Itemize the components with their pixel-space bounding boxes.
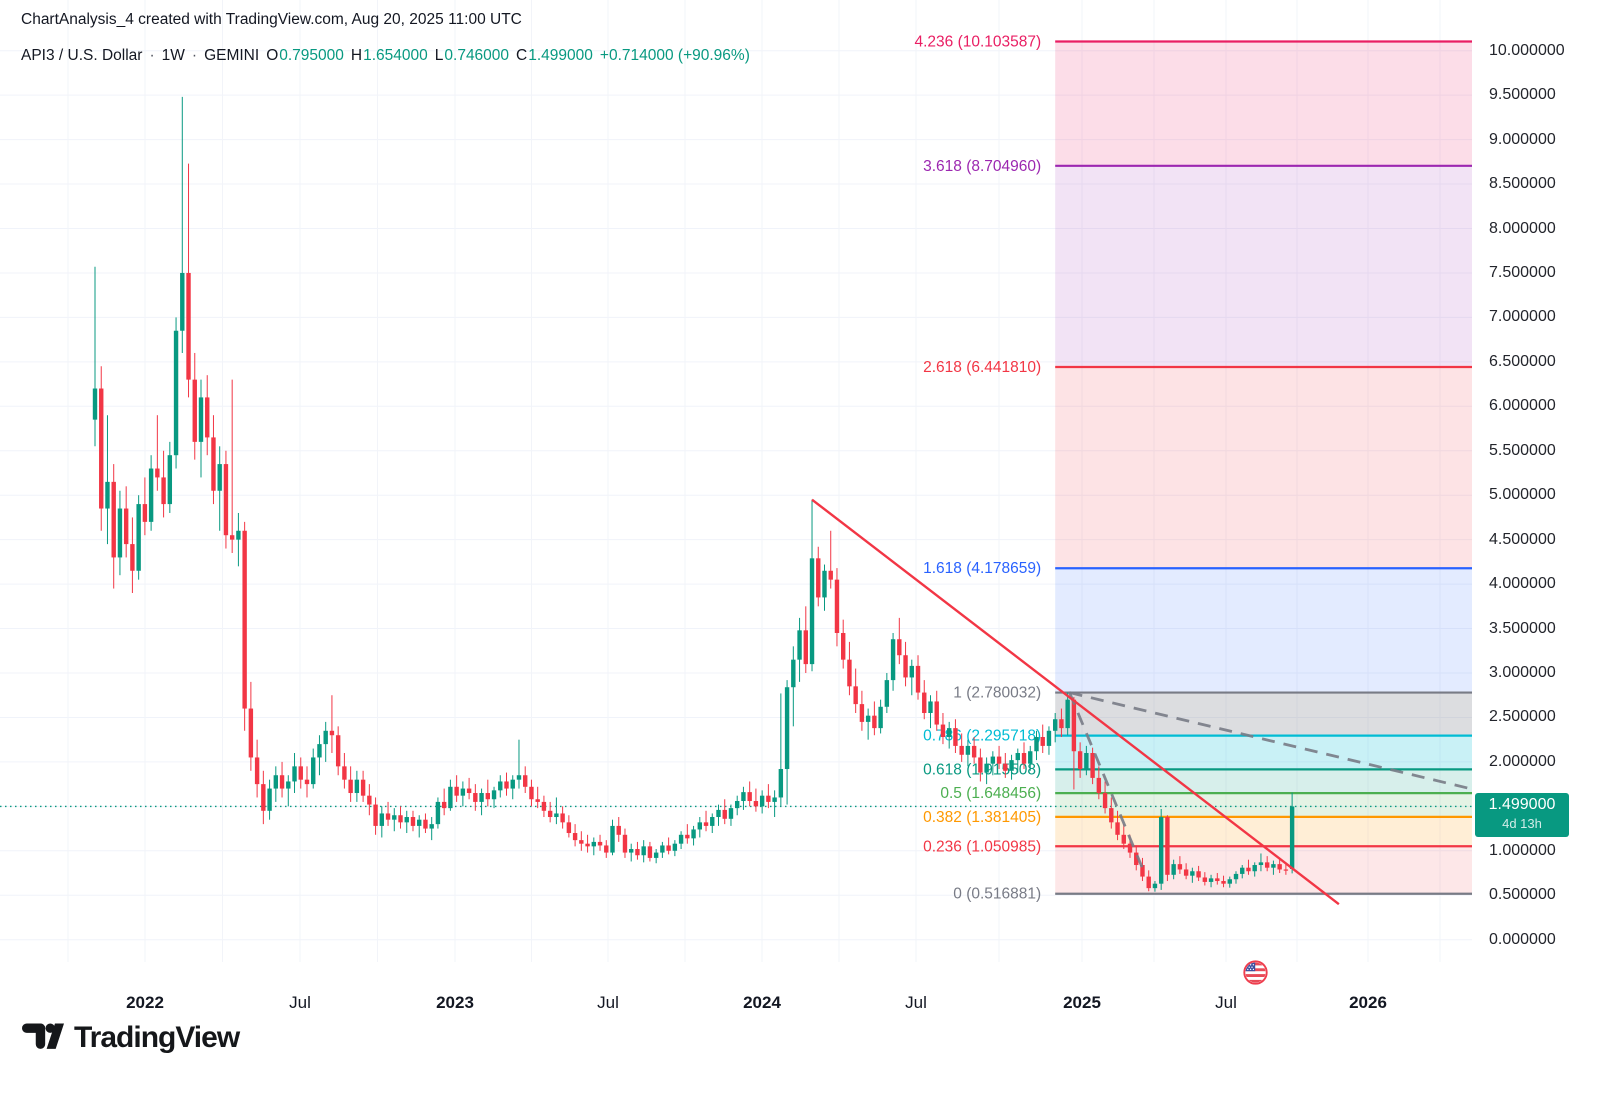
price-axis-label: 4.000000 (1489, 575, 1556, 593)
price-axis-label: 0.500000 (1489, 886, 1556, 904)
price-axis-label: 0.000000 (1489, 930, 1556, 948)
time-axis-label: 2023 (436, 993, 474, 1012)
price-axis-label: 6.500000 (1489, 352, 1556, 370)
price-axis-label: 10.000000 (1489, 41, 1565, 59)
price-axis-label: 3.000000 (1489, 664, 1556, 681)
separator-dot: · (191, 47, 198, 64)
fib-level-label: 1 (2.780032) (953, 685, 1041, 702)
interval-label[interactable]: 1W (161, 47, 185, 64)
fib-level-label: 1.618 (4.178659) (923, 560, 1041, 577)
symbol-bar: API3 / U.S. Dollar · 1W · GEMINI O 0.7950… (21, 47, 750, 65)
low-readout: L 0.746000 (434, 47, 510, 64)
change-readout: +0.714000 (+90.96%) (599, 47, 750, 64)
chart-canvas[interactable]: 4.236 (10.103587) 3.618 (8.704960) 2.618 (… (0, 0, 1472, 962)
separator-dot: · (149, 47, 155, 64)
us-flag-holiday-icon[interactable] (1243, 960, 1268, 985)
last-price-value: 1.499000 (1488, 796, 1556, 814)
fib-level-label: 0.786 (2.295718) (923, 728, 1041, 745)
price-axis-label: 3.500000 (1489, 619, 1556, 637)
time-axis-label: Jul (905, 993, 927, 1012)
price-axis-label: 5.000000 (1489, 486, 1556, 504)
downtrend-line (811, 498, 1340, 906)
tradingview-logo[interactable]: TradingView (22, 1019, 240, 1057)
fib-level-label: 0.5 (1.648456) (940, 785, 1041, 802)
price-axis-label: 7.500000 (1489, 263, 1556, 281)
fib-level-labels: 4.236 (10.103587) 3.618 (8.704960) 2.618 (… (915, 33, 1042, 902)
dashed-trend-line[interactable] (1068, 692, 1146, 872)
high-readout: H 1.654000 (350, 47, 428, 64)
time-axis-label: 2022 (126, 993, 164, 1012)
fib-bands (1055, 41, 1472, 894)
fib-level-label: 2.618 (6.441810) (923, 359, 1041, 376)
fib-level-lines (1055, 40, 1472, 895)
dashed-projection-lines (1068, 691, 1472, 872)
time-axis-label: 2024 (743, 993, 781, 1012)
fib-level-label: 0.382 (1.381405) (923, 809, 1041, 826)
price-axis-label: 4.500000 (1489, 530, 1556, 548)
time-axis-label: 2026 (1349, 993, 1387, 1012)
bar-countdown: 4d 13h (1502, 816, 1542, 832)
time-axis-label: Jul (289, 993, 311, 1012)
time-axis-label: Jul (1215, 993, 1237, 1012)
time-axis-label: 2025 (1063, 993, 1101, 1012)
exchange-label: GEMINI (204, 47, 260, 64)
price-axis-label: 2.000000 (1489, 752, 1556, 770)
price-axis-label: 8.000000 (1489, 219, 1556, 237)
candles (92, 96, 1295, 892)
dashed-trend-line[interactable] (1069, 691, 1472, 791)
trend-line[interactable] (811, 498, 1340, 906)
time-axis-label: Jul (597, 993, 619, 1012)
price-axis-label: 8.500000 (1489, 175, 1556, 193)
symbol-name[interactable]: API3 / U.S. Dollar (21, 47, 143, 64)
fib-level-label: 0.236 (1.050985) (923, 838, 1041, 855)
price-axis-label: 2.500000 (1489, 708, 1556, 726)
price-axis-label: 7.000000 (1489, 308, 1556, 326)
chart-note: ChartAnalysis_4 created with TradingView… (21, 11, 522, 28)
fib-level-label: 0 (0.516881) (953, 886, 1041, 903)
price-axis-label: 6.000000 (1489, 397, 1556, 415)
price-axis-label: 5.500000 (1489, 441, 1556, 459)
price-axis-label: 9.500000 (1489, 86, 1556, 104)
fib-level-label: 3.618 (8.704960) (923, 158, 1041, 175)
price-axis-label: 1.000000 (1489, 841, 1556, 859)
close-readout: C 1.499000 (516, 47, 593, 64)
price-axis-label: 9.000000 (1489, 130, 1556, 148)
tradingview-logo-text: TradingView (74, 1021, 240, 1054)
last-price-badge: 1.499000 4d 13h (1475, 793, 1569, 838)
fib-level-label: 4.236 (10.103587) (915, 33, 1042, 50)
open-readout: O 0.795000 (266, 47, 344, 64)
tradingview-logo-icon (22, 1023, 64, 1049)
